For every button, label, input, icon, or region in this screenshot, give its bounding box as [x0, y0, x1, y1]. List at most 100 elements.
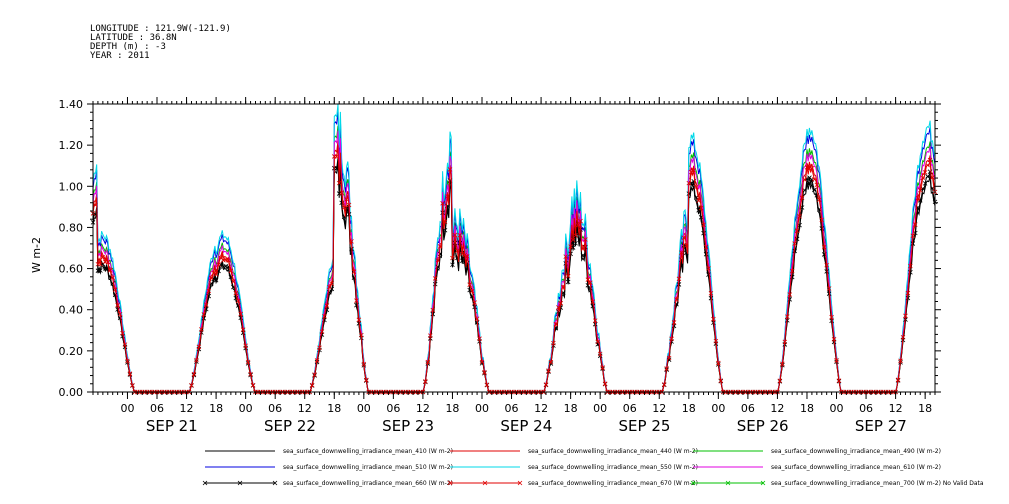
- series-marker: [327, 284, 332, 290]
- series-marker: [578, 218, 583, 224]
- series-marker: [684, 243, 689, 248]
- series-marker: [701, 230, 706, 236]
- legend-label: sea_surface_downwelling_irradiance_mean_…: [771, 480, 984, 487]
- series-marker: [112, 287, 118, 292]
- x-tick-label: 12: [889, 402, 903, 415]
- series-marker: [125, 358, 130, 364]
- series-marker: [334, 154, 340, 159]
- series-marker: [900, 334, 906, 340]
- series-marker: [228, 268, 234, 274]
- series-marker: [245, 359, 251, 365]
- longitude-text: LONGITUDE : 121.9W(-121.9): [90, 24, 231, 34]
- series-marker: [455, 248, 460, 254]
- legend-item-2: sea_surface_downwelling_irradiance_mean_…: [693, 448, 941, 455]
- series-marker: [105, 259, 111, 265]
- legend-item-4: sea_surface_downwelling_irradiance_mean_…: [450, 464, 698, 471]
- series-marker: [708, 291, 714, 296]
- series-marker: [356, 317, 362, 323]
- series-marker: [460, 258, 465, 264]
- series-marker: [216, 262, 221, 267]
- series-marker: [189, 382, 194, 388]
- series-marker: [460, 251, 465, 257]
- series-marker: [359, 332, 364, 338]
- series-marker: [435, 257, 440, 263]
- series-marker: [248, 371, 253, 377]
- y-tick-label: 0.00: [59, 386, 84, 399]
- legend-marker: [237, 480, 243, 486]
- series-marker: [676, 276, 682, 282]
- x-tick-label: 06: [859, 402, 873, 415]
- series-marker: [792, 241, 797, 246]
- series-marker: [910, 233, 916, 239]
- x-tick-label: 06: [741, 402, 755, 415]
- series-marker: [346, 202, 352, 208]
- year-text: YEAR : 2011: [90, 51, 150, 61]
- series-marker: [597, 351, 603, 357]
- x-tick-label: 18: [327, 402, 341, 415]
- x-day-label: SEP 21: [146, 417, 198, 435]
- x-tick-label: 06: [386, 402, 400, 415]
- legend-marker: [482, 480, 488, 486]
- x-tick-label: 06: [268, 402, 282, 415]
- x-tick-label: 12: [534, 402, 548, 415]
- series-marker: [922, 170, 928, 175]
- series-marker: [698, 205, 704, 211]
- series-marker: [930, 175, 935, 180]
- series-marker: [898, 358, 903, 364]
- series-marker: [819, 226, 825, 231]
- series-marker: [469, 288, 475, 294]
- series-marker: [686, 180, 692, 186]
- legend-marker: [760, 480, 766, 486]
- series-marker: [701, 222, 706, 228]
- series-marker: [206, 288, 211, 294]
- plot-frame: [92, 103, 936, 393]
- series-marker: [595, 339, 600, 345]
- series-marker: [450, 255, 455, 261]
- series-marker: [250, 382, 256, 388]
- series-marker: [908, 263, 913, 269]
- series-marker: [462, 252, 468, 258]
- series-marker: [201, 312, 207, 317]
- series-marker: [573, 233, 578, 238]
- series-marker: [447, 167, 453, 172]
- x-tick-label: 12: [770, 402, 784, 415]
- legend-label: sea_surface_downwelling_irradiance_mean_…: [528, 448, 698, 455]
- series-marker: [817, 197, 822, 203]
- series-marker: [553, 321, 559, 327]
- series-marker: [199, 327, 204, 332]
- series-marker: [110, 275, 115, 280]
- series-marker: [568, 244, 573, 249]
- series-marker: [324, 303, 330, 308]
- series-marker: [910, 241, 916, 246]
- series-marker: [782, 339, 788, 345]
- series-marker: [568, 251, 573, 257]
- x-tick-label: 12: [416, 402, 430, 415]
- x-tick-label: 12: [180, 402, 194, 415]
- y-tick-label: 0.80: [59, 221, 84, 234]
- series-marker: [457, 232, 463, 238]
- series-marker: [334, 166, 340, 171]
- series-marker: [799, 195, 805, 201]
- legend-item-8: sea_surface_downwelling_irradiance_mean_…: [690, 480, 984, 487]
- series-marker: [363, 377, 369, 383]
- series-marker: [472, 300, 477, 305]
- legend-label: sea_surface_downwelling_irradiance_mean_…: [283, 464, 453, 471]
- x-tick-label: 00: [357, 402, 371, 415]
- series-marker: [664, 366, 669, 371]
- series-marker: [344, 197, 349, 202]
- series-marker: [235, 298, 241, 304]
- legend-item-1: sea_surface_downwelling_irradiance_mean_…: [450, 448, 698, 455]
- legend-marker: [202, 480, 208, 486]
- x-tick-label: 00: [830, 402, 844, 415]
- x-tick-label: 00: [593, 402, 607, 415]
- series-marker: [336, 180, 342, 186]
- legend-item-0: sea_surface_downwelling_irradiance_mean_…: [205, 448, 453, 455]
- series-marker: [558, 300, 564, 306]
- series-marker: [243, 343, 248, 349]
- series-marker: [339, 190, 344, 196]
- series-marker: [93, 202, 98, 208]
- series-marker: [196, 344, 202, 350]
- series-marker: [117, 311, 123, 317]
- legend-marker: [690, 480, 696, 486]
